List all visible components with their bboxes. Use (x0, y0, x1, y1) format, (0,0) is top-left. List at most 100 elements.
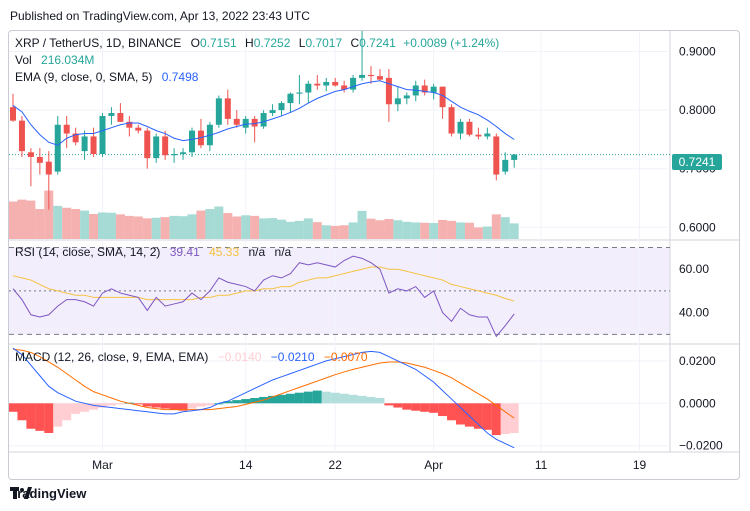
candle (403, 92, 410, 105)
candle-body (457, 121, 464, 134)
rsi-label: RSI (14, close, SMA, 14, 2) (15, 245, 160, 259)
tradingview-logo-icon (10, 487, 32, 499)
rsi-na-2: n/a (275, 245, 292, 259)
candle (394, 86, 401, 112)
volume-bar (223, 213, 233, 239)
candle-body (493, 136, 500, 175)
candle-body (323, 81, 330, 86)
volume-bar (232, 216, 242, 239)
candle (484, 127, 491, 140)
candle (126, 115, 133, 137)
candle (18, 115, 25, 157)
macd-histogram-bar (429, 403, 439, 413)
volume-bar (142, 218, 152, 239)
candle-body (81, 136, 88, 152)
volume-bar (330, 225, 340, 239)
candle-body (233, 118, 240, 125)
volume-bar (89, 214, 99, 239)
volume-bar (312, 222, 322, 239)
candle (457, 118, 464, 140)
macd-histogram-bar (384, 403, 394, 406)
volume-label: Vol (15, 53, 32, 67)
volume-bar (214, 206, 224, 239)
volume-bar (473, 227, 483, 239)
macd-histogram-bar (447, 403, 457, 421)
candle-body (189, 130, 195, 153)
macd-histogram-bar (9, 403, 18, 412)
candle-body (448, 107, 455, 134)
candle-body (72, 133, 79, 143)
macd-histogram-bar (411, 403, 421, 411)
macd-histogram-bar (196, 403, 206, 407)
candle-body (135, 127, 142, 131)
candle-body (269, 110, 276, 114)
macd-histogram-bar (232, 400, 242, 404)
macd-histogram-bar (98, 403, 107, 408)
candle (171, 148, 178, 163)
tradingview-footer[interactable]: TradingView (10, 486, 86, 501)
candle (466, 118, 473, 137)
candle (287, 92, 294, 114)
candle (511, 153, 518, 168)
macd-histogram-bar (62, 403, 72, 421)
candle-body (350, 77, 357, 90)
price-tag: 0.7241 (672, 154, 722, 170)
volume-bar (241, 215, 251, 239)
candle-body (287, 93, 294, 104)
volume-bar (106, 212, 116, 239)
volume-bar (491, 214, 501, 239)
svg-text:EMA (9, close, 0, SMA, 5): EMA (9, close, 0, SMA, 5) 0.7498 (15, 70, 199, 84)
volume-bar (447, 220, 457, 239)
candle (224, 89, 231, 125)
candle-body (439, 86, 446, 108)
price-tag-label: 0.7241 (679, 155, 716, 169)
candle-body (475, 134, 482, 137)
macd-histogram-bar (187, 403, 197, 409)
macd-hist-value: −0.0140 (218, 350, 262, 364)
candle (314, 74, 321, 90)
candle-body (215, 98, 222, 125)
macd-label: MACD (12, 26, close, 9, EMA, EMA) (15, 350, 208, 364)
macd-histogram-bar (500, 403, 510, 435)
volume-bar (384, 219, 394, 239)
candle-body (296, 92, 303, 94)
chart-svg[interactable]: Mar1422Apr11190.90000.80000.70000.600060… (9, 31, 740, 480)
macd-histogram-bar (115, 403, 125, 405)
ema-value: 0.7498 (162, 70, 199, 84)
volume-bar (62, 207, 72, 239)
candle-body (36, 156, 43, 163)
macd-histogram-bar (160, 403, 170, 409)
candle (144, 127, 151, 169)
candle (189, 127, 195, 157)
rsi-tick-label: 60.00 (679, 262, 709, 276)
macd-histogram-bar (241, 399, 251, 404)
symbol-label: XRP / TetherUS, 1D, BINANCE (15, 36, 181, 50)
volume-bar (259, 218, 269, 239)
volume-bar (17, 199, 27, 239)
candle (296, 74, 303, 105)
macd-histogram-bar (375, 398, 385, 404)
volume-bar (420, 222, 430, 239)
candle (341, 80, 348, 93)
macd-histogram-bar (169, 403, 179, 410)
macd-histogram-bar (482, 403, 492, 430)
volume-bar (250, 215, 260, 239)
candle (117, 103, 124, 122)
candle-body (18, 120, 25, 152)
candle-body (54, 124, 61, 172)
candle (197, 118, 204, 149)
volume-bar (402, 221, 412, 239)
volume-bar (464, 222, 474, 239)
chart-frame[interactable]: Mar1422Apr11190.90000.80000.70000.600060… (8, 30, 740, 480)
macd-histogram-bar (339, 393, 349, 404)
macd-histogram-bar (393, 403, 403, 408)
candle-body (305, 83, 312, 93)
volume-bar (456, 222, 465, 239)
macd-histogram-bar (277, 394, 286, 404)
macd-histogram-bar (303, 391, 313, 404)
volume-bar (366, 218, 376, 239)
volume-bar (348, 222, 358, 239)
macd-histogram-bar (420, 403, 430, 412)
candle-body (368, 74, 374, 77)
candle-body (260, 113, 267, 127)
